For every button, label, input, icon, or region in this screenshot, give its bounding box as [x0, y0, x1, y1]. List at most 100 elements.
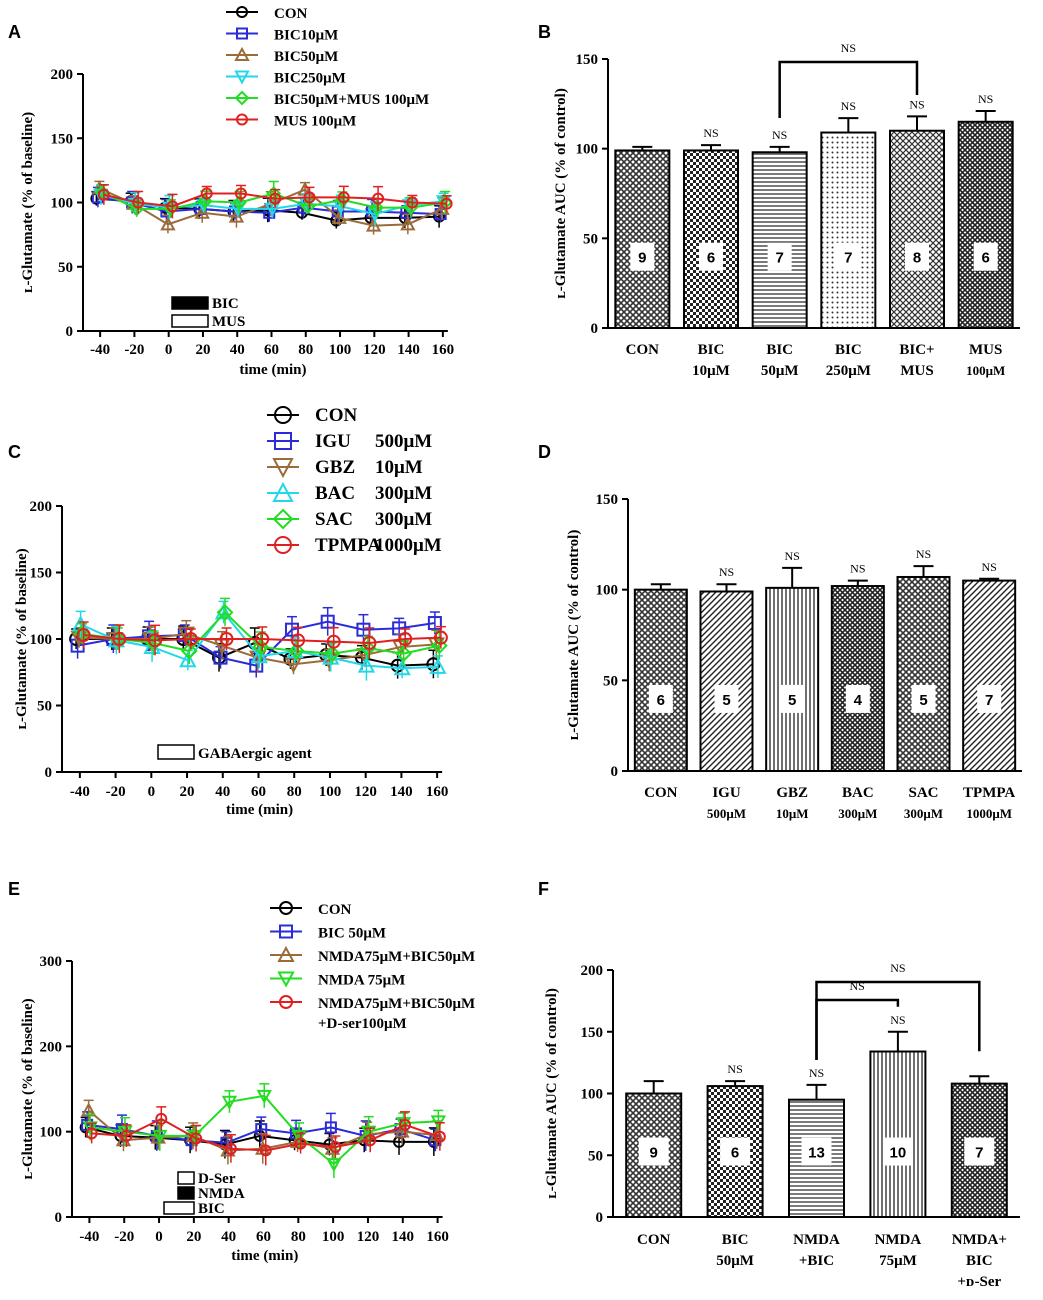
- legend-entry: CON: [318, 902, 352, 918]
- n-box: [780, 684, 805, 713]
- n-box: [720, 1137, 751, 1166]
- legend-entry: BIC250μM: [274, 71, 346, 87]
- bar: [699, 590, 754, 772]
- legend-entry: NMDA75μM+BIC50μM: [318, 949, 475, 965]
- legend-entry: NMDA75μM+BIC50μM: [318, 996, 475, 1012]
- series-3: [93, 184, 452, 227]
- panel-label: F: [538, 879, 549, 899]
- category-label: 300μM: [838, 806, 877, 821]
- data-point: [365, 217, 382, 232]
- bar-group: NS 6 BIC 50μM: [706, 1062, 764, 1269]
- series-5: [76, 621, 448, 658]
- data-point: [369, 200, 384, 216]
- y-tick-label: 0: [66, 324, 74, 340]
- bar-group: 9 CON: [625, 1080, 683, 1248]
- x-tick-label: 140: [392, 1229, 415, 1245]
- legend-marker: [272, 481, 294, 502]
- bar-group: NS 4 BAC 300μM: [830, 562, 885, 821]
- significance-label: NS: [809, 1066, 824, 1080]
- x-tick-label: 60: [264, 342, 279, 358]
- bar-group: NS 7 BIC 250μM: [820, 99, 877, 379]
- category-label: +ᴅ-Ser: [957, 1274, 1001, 1290]
- bar: [765, 586, 820, 772]
- n-label: 4: [854, 692, 863, 709]
- x-tick-label: 100: [329, 342, 352, 358]
- data-point: [331, 209, 347, 224]
- data-point: [180, 642, 198, 660]
- y-tick-label: 0: [611, 764, 619, 780]
- data-point: [200, 187, 213, 200]
- category-label: +BIC: [799, 1253, 834, 1269]
- legend-dose: 300μM: [375, 483, 432, 504]
- x-axis-label: time (min): [226, 802, 293, 818]
- category-label: NMDA: [793, 1232, 840, 1248]
- data-point: [152, 1129, 168, 1145]
- legend-entry: NMDA 75μM: [318, 973, 405, 989]
- legend-marker: [279, 901, 293, 915]
- n-box: [638, 1137, 669, 1166]
- category-label: BIC: [835, 342, 862, 358]
- data-point: [155, 1112, 168, 1125]
- significance-label: NS: [916, 547, 931, 561]
- data-point: [322, 648, 340, 665]
- legend-dose: 500μM: [375, 431, 432, 452]
- data-point: [259, 1144, 272, 1157]
- category-label: MUS: [900, 363, 933, 379]
- legend-entry: TPMPA: [315, 535, 381, 556]
- bracket-line: [815, 980, 981, 1060]
- panel-f: F 0 50 100 150 200 ʟ-Glutamate AUC (% of contr…: [538, 879, 1020, 1290]
- n-box: [767, 242, 792, 271]
- data-point: [367, 208, 383, 223]
- x-tick-label: 40: [215, 784, 230, 800]
- data-point: [399, 1118, 412, 1131]
- treatment-label: D-Ser: [198, 1171, 236, 1187]
- category-label: BIC: [698, 342, 725, 358]
- data-point: [357, 656, 376, 673]
- y-tick-label: 100: [30, 632, 53, 648]
- data-point: [112, 632, 127, 646]
- n-box: [801, 1137, 832, 1166]
- x-tick-label: 40: [221, 1229, 236, 1245]
- bar: [889, 129, 945, 329]
- n-box: [977, 684, 1002, 713]
- data-point: [97, 188, 110, 201]
- panel-d: D 0 50 100 150 ʟ-Glutamate AUC (% of control)…: [538, 442, 1022, 821]
- data-point: [362, 635, 377, 650]
- category-label: CON: [626, 342, 660, 358]
- data-point: [80, 1102, 97, 1117]
- data-point: [294, 1137, 307, 1150]
- legend-dose: 10μM: [375, 457, 423, 478]
- treatment-bars: BIC MUS: [171, 296, 245, 330]
- legend-marker: [274, 432, 292, 450]
- y-tick-label: 100: [581, 1087, 604, 1103]
- y-tick-label: 150: [581, 1025, 604, 1041]
- treatment-bars: GABAergic agent: [157, 744, 312, 762]
- bar: [896, 575, 951, 772]
- x-tick-label: 40: [230, 342, 245, 358]
- category-label: BIC: [966, 1253, 993, 1269]
- data-point: [320, 614, 335, 629]
- legend-entry: GBZ: [315, 457, 355, 478]
- treatment-bar: [163, 1201, 195, 1215]
- x-tick-label: -40: [90, 342, 110, 358]
- series-3: [71, 600, 447, 681]
- n-label: 5: [722, 692, 730, 709]
- category-label: CON: [644, 785, 678, 801]
- x-axis-label: time (min): [239, 362, 306, 378]
- y-tick-label: 0: [591, 321, 599, 337]
- n-label: 9: [650, 1145, 658, 1162]
- category-label: 50μM: [716, 1253, 754, 1269]
- category-label: 100μM: [966, 363, 1005, 378]
- data-point: [230, 202, 246, 218]
- x-tick-label: 20: [186, 1229, 201, 1245]
- bar: [962, 579, 1017, 772]
- y-tick-label: 200: [30, 499, 53, 515]
- significance-label: NS: [850, 562, 865, 576]
- x-tick-label: 140: [390, 784, 413, 800]
- n-box: [882, 1137, 913, 1166]
- data-point: [148, 633, 163, 648]
- x-tick-label: 80: [291, 1229, 306, 1245]
- significance-label: NS: [981, 560, 996, 574]
- category-label: 10μM: [776, 806, 809, 821]
- x-tick-label: 120: [354, 784, 377, 800]
